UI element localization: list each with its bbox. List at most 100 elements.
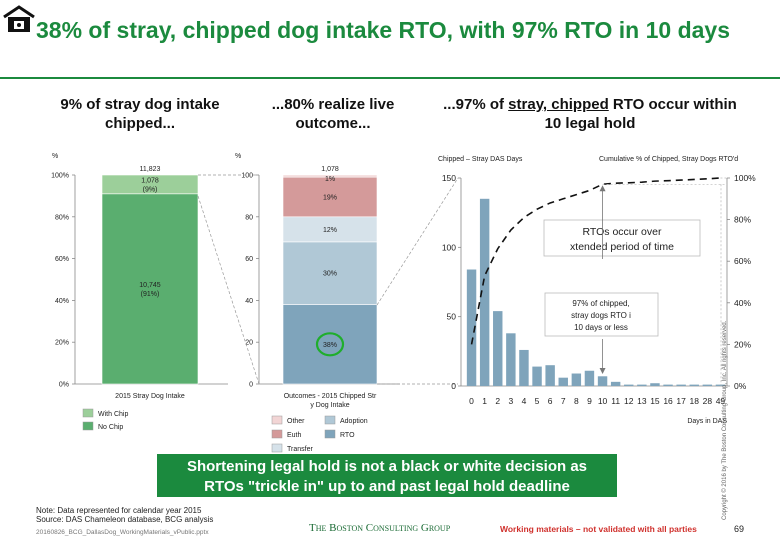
chart1-category-label: 2015 Stray Dog Intake [115,393,185,400]
left-column-heading: 9% of stray dog intake chipped... [60,96,220,132]
banner-line-2: RTOs "trickle in" up to and past legal h… [204,478,570,495]
chart3-y2-tick-label: 20% [734,339,751,349]
chart1-segment-label: 10,745 [139,282,161,289]
chart1-total-label: 11,823 [140,166,161,173]
right-heading-underlined: stray, chipped [508,96,609,113]
banner-line-1: Shortening legal hold is not a black or … [186,458,588,475]
chart2-bar-segment [282,174,378,178]
chart3-x-tick-label: 1 [482,396,487,406]
chart3-bar [506,333,516,386]
page-title: 38% of stray, chipped dog intake RTO, wi… [36,17,731,43]
chart2-legend-swatch [271,415,283,425]
chart1-bar-segment [101,193,199,385]
chart1-legend-label: With Chip [98,411,128,418]
chart3-x-tick-label: 6 [548,396,553,406]
chart3-y2-tick-label: 100% [734,173,756,183]
chart1-unit-label: % [52,153,58,160]
chart1-y-tick-label: 0% [59,382,69,389]
brand-wordmark: The Boston Consulting Group [309,522,451,534]
annotation-box [543,219,701,257]
annotation-box [544,292,659,337]
chart3-y2-tick-label: 80% [734,215,751,225]
chart3-x-tick-label: 12 [624,396,634,406]
chart1-legend-swatch [82,421,94,431]
chart2-y-tick-label: 20 [245,340,253,347]
chart3-bar [532,366,542,386]
chart1-segment-label: (9%) [143,186,158,193]
chart2-total-label: 1,078 [321,166,339,173]
chart3-bar [519,349,529,386]
chart2-bar-segment [282,176,378,218]
house-dog-logo [3,5,35,32]
chart2-segment-label: 38% [323,342,337,349]
chart3-x-tick-label: 16 [663,396,673,406]
chart3-x-tick-label: 13 [637,396,647,406]
chart3-x-tick-label: 4 [522,396,527,406]
chart3-bar [545,365,555,386]
chart2-y-tick-label: 100 [241,173,253,180]
right-heading-post: RTO occur within 10 legal hold [544,96,737,132]
chart2-bar-segment [282,216,378,243]
chart1-y-tick-label: 80% [55,214,69,221]
chart3-x-tick-label: 5 [535,396,540,406]
chart3-x-tick-label: 0 [469,396,474,406]
chart3-bar [597,376,608,386]
annotation-arrowhead [599,185,606,192]
chart3-x-tick-label: 10 [598,396,608,406]
chart2-legend-swatch [324,415,336,425]
chart3-bar [624,384,634,386]
chart2-legend-label: RTO [340,432,355,439]
chart3-bar [479,198,490,386]
chart3-bar [689,384,699,386]
chart1-segment-label: 1,078 [141,177,159,184]
chart2-legend-swatch [271,443,283,453]
footer-file: 20160826_BCG_DallasDog_WorkingMaterials_… [36,529,209,536]
chart3-x-tick-label: 17 [676,396,686,406]
chart3-y-tick-label: 150 [442,173,456,183]
annotation-text: 97% of chipped, [572,299,629,308]
chart3-bar [650,383,660,386]
annotation-arrowhead [599,368,606,374]
chart3-y-tick-label: 0 [451,381,456,391]
key-takeaway-banner: Shortening legal hold is not a black or … [157,454,617,497]
chart1-y-tick-label: 40% [55,298,69,305]
chart3-y-tick-label: 50 [447,312,457,322]
chart2-legend-swatch [324,429,336,439]
chart1-y-tick-label: 100% [51,173,69,180]
chart3-bar [571,373,582,386]
rto-highlight-circle [315,332,345,357]
chart3-x-tick-label: 49 [716,396,726,406]
chart2-legend-label: Adoption [340,418,368,425]
chart3-right-axis-label: Cumulative % of Chipped, Stray Dogs RTO'… [599,156,738,163]
chart2-category-label: y Dog Intake [310,402,349,409]
chart3-bar [493,311,503,386]
chart3-y-tick-label: 100 [442,242,456,252]
chart2-category-label: Outcomes - 2015 Chipped Str [284,393,377,400]
connector-line [197,195,260,385]
chart2-unit-label: % [235,153,241,160]
annotation-text: xtended period of time [570,241,674,253]
chart3-bar [702,384,713,386]
middle-column-heading: ...80% realize live outcome... [271,96,395,132]
chart3-left-axis-label: Chipped – Stray DAS Days [438,156,523,163]
chart2-y-tick-label: 60 [245,256,253,263]
chart3-y2-tick-label: 40% [734,298,751,308]
chart2-segment-label: 19% [323,194,337,201]
chart3-bar [610,381,621,386]
chart3-bar [637,384,647,386]
chart3-x-tick-label: 2 [495,396,500,406]
working-materials-disclaimer: Working materials – not validated with a… [500,524,697,534]
chart3-y2-tick-label: 60% [734,256,751,266]
chart2-legend-swatch [271,429,283,439]
page-number: 69 [734,524,745,534]
chart1-y-tick-label: 20% [55,340,69,347]
chart2-legend-label: Transfer [287,446,313,453]
chart1-y-tick-label: 60% [55,256,69,263]
chart2-legend-label: Euth [287,432,302,439]
right-heading-pre: ...97% of [443,96,509,113]
chart3-x-tick-label: 8 [574,396,579,406]
chart3-x-tick-label: 9 [587,396,592,406]
chart3-bar [715,384,726,386]
chart3-x-tick-label: 11 [611,396,620,406]
